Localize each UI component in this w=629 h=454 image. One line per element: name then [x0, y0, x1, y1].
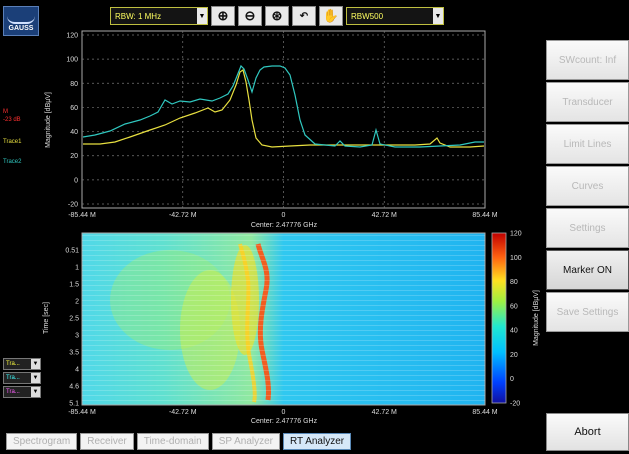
trace-selector[interactable]: Tra... ▼ — [3, 372, 41, 384]
zoom-back-icon[interactable]: ↶ — [292, 6, 316, 26]
colorbar-tick: 20 — [510, 352, 518, 359]
zoom-out-icon[interactable]: ⊖ — [238, 6, 262, 26]
curves-button[interactable]: Curves — [546, 166, 629, 206]
tab-time-domain[interactable]: Time-domain — [136, 433, 209, 450]
toolbar: RBW: 1 MHz ▼ ⊕ ⊖ ⊛ ↶ ✋ RBW500 ▼ — [110, 5, 444, 27]
trace-selectors: Tra... ▼ Tra... ▼ Tra... ▼ — [3, 358, 41, 400]
spectrum-ytick: -20 — [68, 202, 78, 209]
pan-hand-icon[interactable]: ✋ — [319, 6, 343, 26]
spectrum-ytick: 40 — [70, 129, 78, 136]
spectrum-ytick: 80 — [70, 81, 78, 88]
spectrum-ytick: 0 — [74, 177, 78, 184]
spectrum-xtick: 85.44 M — [472, 212, 497, 219]
trace-selector[interactable]: Tra... ▼ — [3, 386, 41, 398]
spectrogram-ytick: 4 — [75, 367, 79, 374]
spectrum-ytick: 20 — [70, 153, 78, 160]
spectrogram-xtick: 85.44 M — [472, 409, 497, 416]
mode-tabs: Spectrogram Receiver Time-domain SP Anal… — [6, 433, 352, 450]
sidebar: SWcount: Inf Transducer Limit Lines Curv… — [546, 40, 629, 334]
marker-on-button[interactable]: Marker ON — [546, 250, 629, 290]
spectrogram-xtick: -85.44 M — [68, 409, 96, 416]
rbw-preset-select[interactable]: RBW500 ▼ — [346, 7, 444, 25]
trace1-legend: Trace1 — [3, 139, 22, 145]
spectrogram-ytick: 3 — [75, 333, 79, 340]
zoom-fit-icon[interactable]: ⊛ — [265, 6, 289, 26]
spectrogram-ylabel: Time [sec] — [43, 302, 50, 334]
spectrogram-ytick: 1.5 — [69, 282, 79, 289]
colorbar-tick: 120 — [510, 231, 522, 238]
spectrogram-plot: 0.51 1 1.5 2 2.5 3 3.5 4 4.6 5.1 -85.44 M -42.72 M… — [43, 232, 498, 425]
abort-button[interactable]: Abort — [546, 413, 629, 451]
chevron-down-icon[interactable]: ▼ — [197, 8, 207, 24]
chevron-down-icon[interactable]: ▼ — [31, 373, 40, 383]
spectrogram-ytick: 5.1 — [69, 401, 79, 408]
colorbar-tick: -20 — [510, 401, 520, 408]
tab-rt-analyzer[interactable]: RT Analyzer — [283, 433, 352, 450]
spectrogram-ytick: 2.5 — [69, 316, 79, 323]
colorbar-tick: 40 — [510, 328, 518, 335]
tab-spectrogram[interactable]: Spectrogram — [6, 433, 78, 450]
spectrogram-ytick: 0.51 — [65, 248, 79, 255]
spectrum-ytick: 100 — [66, 57, 78, 64]
colorbar-tick: 80 — [510, 279, 518, 286]
colorbar-tick: 100 — [510, 255, 522, 262]
spectrum-xtick: 42.72 M — [372, 212, 397, 219]
colorbar-label: Magnitude [dBµV] — [533, 290, 540, 346]
settings-button[interactable]: Settings — [546, 208, 629, 248]
tab-receiver[interactable]: Receiver — [80, 433, 134, 450]
trace2-legend: Trace2 — [3, 159, 22, 165]
trace-selector[interactable]: Tra... ▼ — [3, 358, 41, 370]
spectrum-center-label: Center: 2.47776 GHz — [251, 222, 318, 229]
colorbar: 120 100 80 60 40 20 0 -20 Magnitude [dBµV] — [491, 231, 540, 408]
logo-wave-icon — [7, 10, 35, 24]
trace-yellow-line — [83, 69, 485, 148]
spectrum-ytick: 120 — [66, 33, 78, 40]
tab-sp-analyzer[interactable]: SP Analyzer — [211, 433, 280, 450]
swcount-button[interactable]: SWcount: Inf — [546, 40, 629, 80]
save-settings-button[interactable]: Save Settings — [546, 292, 629, 332]
spectrum-xtick: -85.44 M — [68, 212, 96, 219]
gauss-logo: GAUSS — [3, 6, 39, 36]
colorbar-tick: 0 — [510, 376, 514, 383]
limit-lines-button[interactable]: Limit Lines — [546, 124, 629, 164]
chevron-down-icon[interactable]: ▼ — [31, 387, 40, 397]
spectrogram-ytick: 3.5 — [69, 350, 79, 357]
marker-info: M -23 dB — [3, 109, 21, 123]
spectrogram-ytick: 2 — [75, 299, 79, 306]
spectrum-ylabel: Magnitude [dBµV] — [45, 92, 52, 148]
spectrogram-xtick: 0 — [282, 409, 286, 416]
spectrogram-xtick: 42.72 M — [372, 409, 397, 416]
spectrogram-center-label: Center: 2.47776 GHz — [251, 418, 318, 425]
spectrum-ytick: 60 — [70, 105, 78, 112]
spectrum-xtick: -42.72 M — [169, 212, 197, 219]
trace-cyan-line — [82, 64, 484, 148]
spectrum-xtick: 0 — [282, 212, 286, 219]
spectrogram-xtick: -42.72 M — [169, 409, 197, 416]
transducer-button[interactable]: Transducer — [546, 82, 629, 122]
colorbar-tick: 60 — [510, 303, 518, 310]
spectrum-plot: 120 100 80 60 40 20 0 -20 -85.44 M -42.72 M 0 42.7… — [45, 30, 498, 229]
spectrogram-ytick: 4.6 — [69, 384, 79, 391]
zoom-in-icon[interactable]: ⊕ — [211, 6, 235, 26]
spectrogram-ytick: 1 — [75, 265, 79, 272]
chevron-down-icon[interactable]: ▼ — [433, 8, 443, 24]
rbw-select[interactable]: RBW: 1 MHz ▼ — [110, 7, 208, 25]
chevron-down-icon[interactable]: ▼ — [31, 359, 40, 369]
